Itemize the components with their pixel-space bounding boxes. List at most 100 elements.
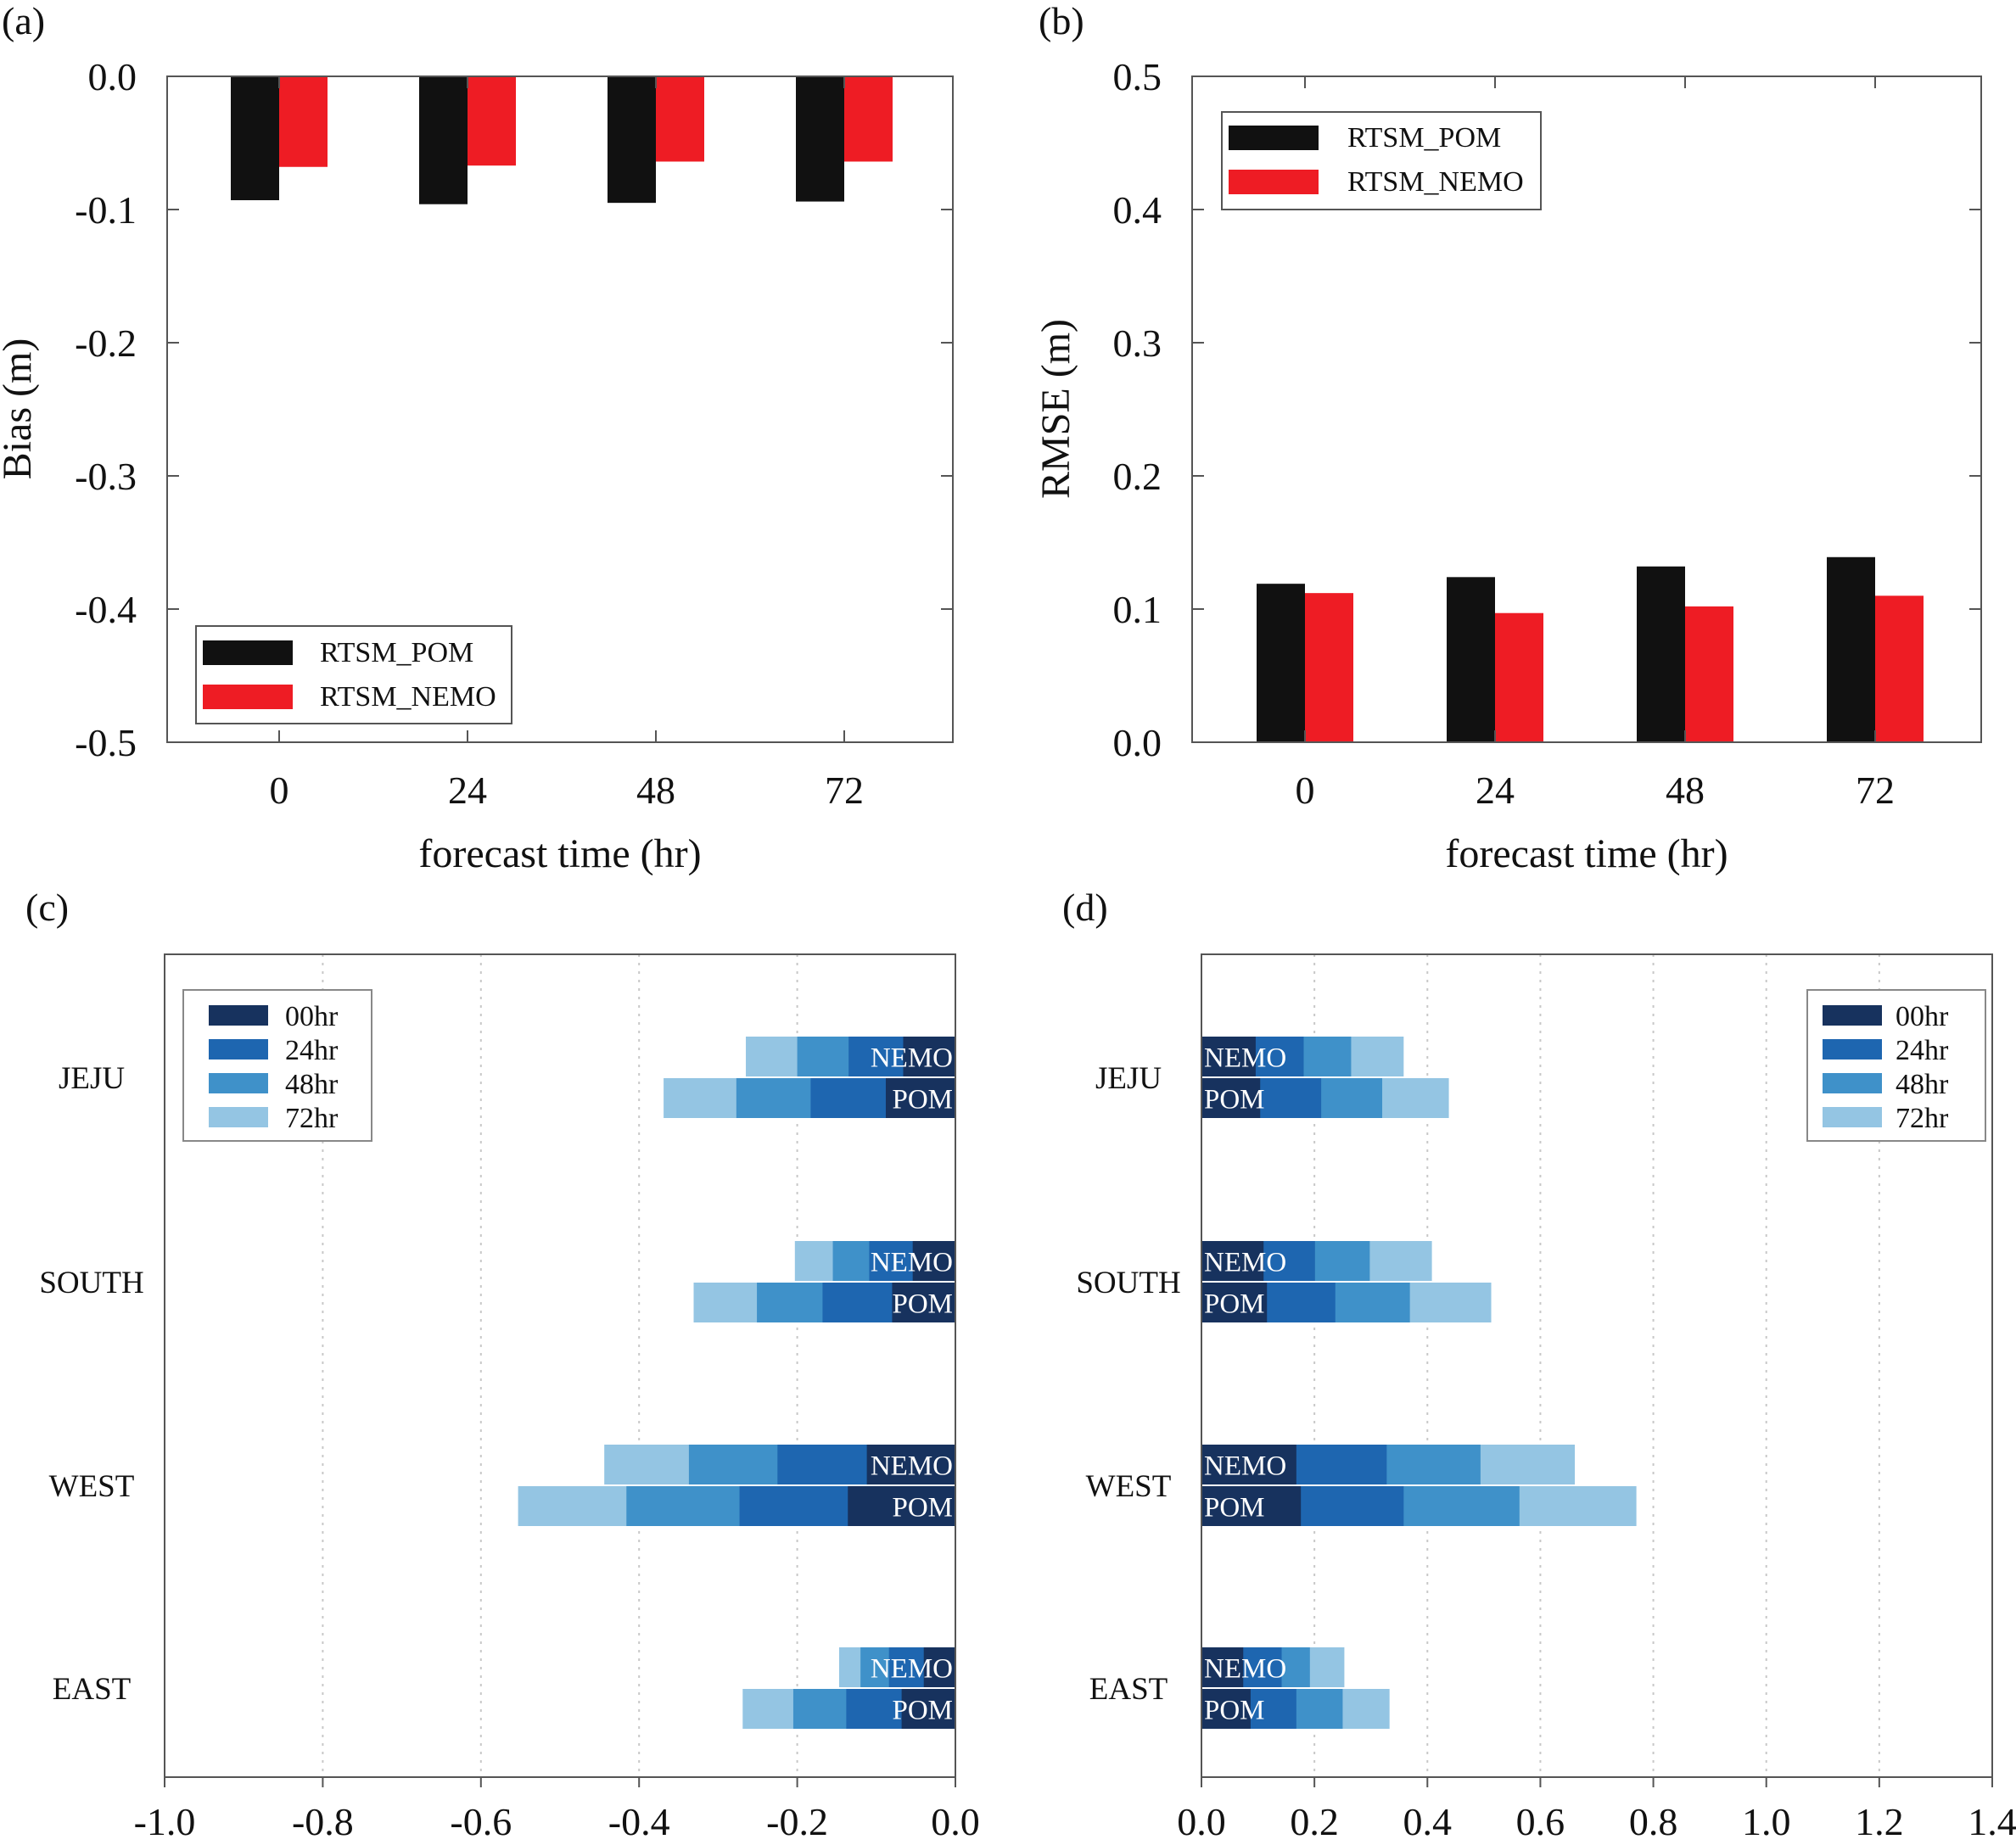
- panel-d-region-label-south: SOUTH: [1076, 1266, 1180, 1300]
- panel-b-legend-swatch-nemo: [1229, 170, 1319, 194]
- panel-b-bar-nemo-72: [1875, 595, 1924, 742]
- panel-b-label: (b): [1039, 0, 1084, 42]
- panel-d-xtick-label-2: 0.4: [1403, 1800, 1453, 1843]
- panel-c-bar-label-jeju-nemo: NEMO: [871, 1043, 953, 1074]
- panel-d-legend-label-72hr: 72hr: [1896, 1103, 1949, 1134]
- panel-c-legend-swatch-00hr: [209, 1005, 268, 1026]
- panel-d-label: (d): [1062, 886, 1108, 929]
- panel-d-bar-south-nemo-00hr: [1201, 1241, 1264, 1281]
- panel-d-bar-label-west-nemo: NEMO: [1204, 1451, 1286, 1482]
- panel-a-xtick-label-72: 72: [825, 769, 864, 812]
- panel-d-xtick-label-0: 0.0: [1177, 1800, 1226, 1843]
- panel-a-legend-label-nemo: RTSM_NEMO: [320, 681, 496, 713]
- panel-a-xtick-label-0: 0: [270, 769, 289, 812]
- panel-c-bar-jeju-pom-00hr: [885, 1078, 955, 1118]
- panel-d-bar-label-east-pom: POM: [1204, 1696, 1265, 1726]
- panel-c-region-label-west: WEST: [49, 1469, 135, 1504]
- panel-a-bar-nemo-0: [279, 76, 328, 167]
- panel-a-label: (a): [2, 0, 45, 42]
- panel-d-bar-label-jeju-pom: POM: [1204, 1085, 1265, 1115]
- panel-c-xtick-label-5: 0.0: [931, 1800, 980, 1843]
- panel-a-ytick-label-2: -0.2: [75, 321, 137, 365]
- panel-a-ytick-label-4: -0.4: [75, 588, 137, 631]
- panel-c-bar-east-pom-00hr: [901, 1689, 955, 1729]
- panel-a-ytick-label-5: -0.5: [75, 721, 137, 764]
- panel-b-bar-nemo-24: [1495, 612, 1543, 742]
- panel-d-bar-jeju-pom-00hr: [1201, 1078, 1261, 1118]
- panel-d-ticks: 0.0 0.2 0.4 0.6 0.8 1.0 1.2 1.4: [1177, 1777, 2016, 1843]
- panel-c-bar-label-west-nemo: NEMO: [871, 1451, 953, 1482]
- panel-d-legend-swatch-48hr: [1823, 1073, 1882, 1093]
- panel-d-legend-swatch-00hr: [1823, 1005, 1882, 1026]
- panel-c-xtick-label-4: -0.2: [766, 1800, 828, 1843]
- panel-b-bar-nemo-48: [1685, 606, 1733, 742]
- panel-d-legend: 00hr 24hr 48hr 72hr: [1806, 989, 1986, 1142]
- panel-d-region-labels: JEJU SOUTH WEST EAST: [1076, 1061, 1180, 1707]
- panel-c-region-label-east: EAST: [53, 1672, 132, 1707]
- panel-a-y-axis-title: Bias (m): [0, 338, 40, 480]
- panel-a-bias-chart: (a) 0 24 48 72 0.0 -0.1 -0.2 -0.3 -0.4 -0.5 Bias …: [0, 0, 954, 876]
- panel-b-ytick-label-4: 0.1: [1113, 588, 1162, 631]
- panel-c-xtick-label-2: -0.6: [450, 1800, 512, 1843]
- panel-c-region-label-south: SOUTH: [39, 1266, 143, 1300]
- panel-c-bar-west-pom-00hr: [848, 1486, 955, 1526]
- panel-a-ticks: 0 24 48 72 0.0 -0.1 -0.2 -0.3 -0.4 -0.5: [75, 55, 953, 812]
- panel-a-xtick-label-48: 48: [636, 769, 675, 812]
- panel-b-legend-label-nemo: RTSM_NEMO: [1347, 166, 1524, 198]
- panel-d-legend-label-48hr: 48hr: [1896, 1069, 1949, 1100]
- panel-b-bars: [1257, 556, 1924, 742]
- panel-c-bars: NEMO POM NEMO POM NEMO POM NEMO POM: [518, 1037, 955, 1729]
- panel-b-legend-label-pom: RTSM_POM: [1347, 122, 1501, 154]
- panel-a-bar-pom-24: [419, 76, 468, 204]
- panel-b-ytick-label-3: 0.2: [1113, 455, 1162, 498]
- panel-a-bar-pom-72: [796, 76, 844, 202]
- panel-a-x-axis-title: forecast time (hr): [418, 831, 701, 876]
- panel-d-bar-east-pom-00hr: [1201, 1689, 1251, 1729]
- panel-c-legend-label-24hr: 24hr: [285, 1035, 339, 1066]
- panel-d-bar-east-nemo-00hr: [1201, 1647, 1244, 1687]
- panel-b-x-axis-title: forecast time (hr): [1445, 831, 1728, 876]
- panel-c-bar-south-nemo-00hr: [912, 1241, 955, 1281]
- panel-c-frame: [164, 953, 956, 1778]
- panel-b-ytick-label-2: 0.3: [1113, 321, 1162, 365]
- panel-b-legend-swatch-pom: [1229, 126, 1319, 150]
- panel-d-xtick-label-6: 1.2: [1855, 1800, 1904, 1843]
- panel-d-bar-label-south-nemo: NEMO: [1204, 1248, 1286, 1278]
- panel-a-legend-swatch-pom: [203, 640, 293, 665]
- panel-b-ytick-label-0: 0.5: [1113, 55, 1162, 98]
- panel-d-xtick-label-7: 1.4: [1968, 1800, 2016, 1843]
- panel-d-bar-label-west-pom: POM: [1204, 1493, 1265, 1524]
- panel-d-bar-south-pom-00hr: [1201, 1283, 1268, 1322]
- panel-c-region-labels: JEJU SOUTH WEST EAST: [39, 1061, 143, 1707]
- panel-c-grid: [322, 954, 798, 1777]
- panel-d-legend-label-00hr: 00hr: [1896, 1001, 1949, 1032]
- panel-c-ticks: -1.0 -0.8 -0.6 -0.4 -0.2 0.0: [134, 1777, 980, 1843]
- panel-c-legend-label-00hr: 00hr: [285, 1001, 339, 1032]
- panel-d-bar-jeju-nemo-00hr: [1201, 1037, 1256, 1076]
- panel-d-legend-label-24hr: 24hr: [1896, 1035, 1949, 1066]
- panel-a-bar-nemo-48: [656, 76, 704, 162]
- panel-a-bar-pom-0: [231, 76, 279, 201]
- panel-c-xtick-label-1: -0.8: [292, 1800, 354, 1843]
- panel-c-bar-jeju-nemo-00hr: [903, 1037, 955, 1076]
- panel-d-frame: [1201, 953, 1993, 1778]
- panel-d-bar-label-jeju-nemo: NEMO: [1204, 1043, 1286, 1074]
- panel-c-label: (c): [25, 886, 69, 929]
- panel-c-bar-label-west-pom: POM: [892, 1493, 953, 1524]
- panel-c-bar-east-nemo-00hr: [923, 1647, 955, 1687]
- panel-d-region-label-jeju: JEJU: [1095, 1061, 1162, 1096]
- panel-b-bar-pom-72: [1827, 556, 1875, 742]
- panel-d-bars: NEMO POM NEMO POM NEMO POM NEMO POM: [1201, 1037, 1637, 1729]
- panel-c-legend-swatch-24hr: [209, 1039, 268, 1059]
- panel-c-bar-west-nemo-00hr: [866, 1445, 955, 1484]
- panel-c-bar-label-jeju-pom: POM: [892, 1085, 953, 1115]
- panel-d-bar-west-pom-00hr: [1201, 1486, 1302, 1526]
- panel-b-xtick-label-48: 48: [1666, 769, 1705, 812]
- panel-b-xtick-label-72: 72: [1856, 769, 1895, 812]
- panel-b-bar-nemo-0: [1305, 593, 1353, 742]
- panel-d-bar-west-nemo-00hr: [1201, 1445, 1296, 1484]
- panel-b-y-axis-title: RMSE (m): [1033, 319, 1078, 499]
- panel-c-bar-label-east-nemo: NEMO: [871, 1654, 953, 1685]
- panel-d-xtick-label-3: 0.6: [1516, 1800, 1565, 1843]
- panel-a-ytick-label-1: -0.1: [75, 188, 137, 232]
